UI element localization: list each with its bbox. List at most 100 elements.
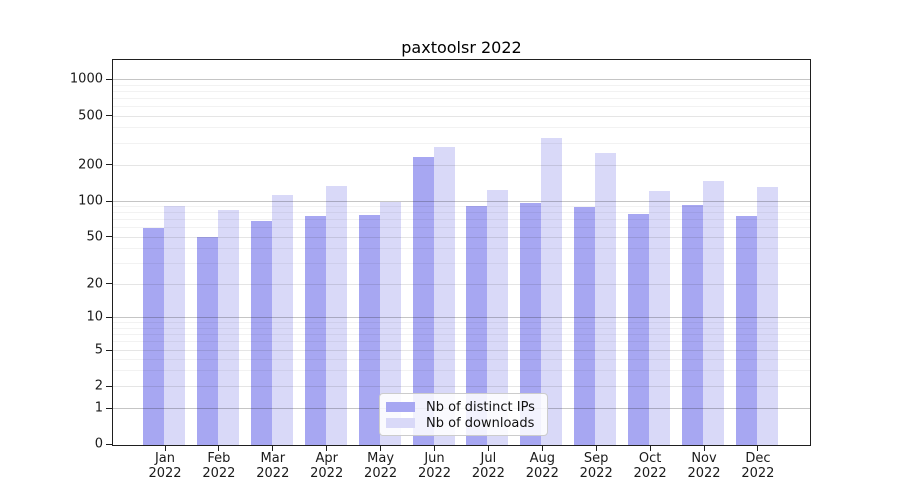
x-label-year: 2022: [579, 466, 613, 481]
plot-area: [112, 59, 811, 446]
y-tick-20: [106, 283, 113, 285]
gridline-20: [113, 283, 810, 285]
legend-label-downloads: Nb of downloads: [426, 415, 535, 431]
minor-gridline-30: [113, 262, 810, 264]
minor-gridline-900: [113, 84, 810, 86]
x-tick-mar: [272, 446, 274, 451]
bar-ips-jul: [466, 205, 488, 445]
bar-ips-apr: [304, 215, 326, 445]
x-label-month: Mar: [260, 451, 286, 466]
y-tick-1000: [106, 78, 113, 80]
minor-gridline-8: [113, 327, 810, 329]
minor-gridline-90: [113, 206, 810, 208]
x-tick-label-mar: Mar 2022: [241, 451, 305, 481]
x-label-month: Oct: [638, 451, 662, 466]
y-tick-2: [106, 385, 113, 387]
legend-swatch-downloads: [386, 418, 415, 428]
x-tick-jul: [487, 446, 489, 451]
y-tick-5: [106, 349, 113, 351]
x-tick-label-jun: Jun 2022: [403, 451, 467, 481]
x-tick-jun: [434, 446, 435, 451]
y-tick-label-1000: 1000: [69, 71, 103, 87]
x-label-year: 2022: [256, 466, 290, 481]
x-tick-label-may: May 2022: [349, 451, 413, 481]
x-tick-dec: [757, 446, 759, 451]
bar-ips-feb: [196, 237, 218, 445]
x-tick-feb: [218, 446, 220, 451]
gridlines-layer: [113, 60, 810, 445]
x-label-month: Sep: [583, 451, 609, 466]
x-tick-label-jan: Jan 2022: [133, 451, 197, 481]
bar-downloads-sep: [595, 152, 617, 445]
x-label-year: 2022: [471, 466, 505, 481]
x-tick-sep: [595, 446, 597, 451]
bar-ips-sep: [574, 206, 596, 445]
x-label-year: 2022: [364, 466, 398, 481]
x-tick-label-nov: Nov 2022: [672, 451, 736, 481]
x-tick-label-feb: Feb 2022: [187, 451, 251, 481]
gridline-100: [113, 201, 810, 202]
x-tick-label-dec: Dec 2022: [726, 451, 790, 481]
x-label-month: Feb: [207, 451, 231, 466]
gridline-500: [113, 115, 810, 117]
x-tick-nov: [703, 446, 705, 451]
bar-ips-dec: [735, 216, 757, 445]
bar-downloads-jan: [164, 206, 185, 445]
minor-gridline-70: [113, 219, 810, 221]
x-label-year: 2022: [687, 466, 721, 481]
bar-downloads-aug: [541, 138, 563, 445]
minor-gridline-700: [113, 97, 810, 99]
x-label-month: Aug: [529, 451, 555, 466]
bar-ips-mar: [250, 221, 272, 445]
bar-ips-jun: [412, 157, 434, 445]
chart-title: paxtoolsr 2022: [401, 38, 522, 57]
legend-swatch-distinct-ips: [386, 402, 415, 412]
y-tick-label-0: 0: [94, 436, 103, 452]
bar-downloads-nov: [703, 181, 724, 445]
bar-ips-oct: [628, 213, 650, 445]
minor-gridline-3: [113, 370, 810, 372]
y-tick-200: [106, 164, 113, 165]
x-label-month: Jun: [424, 451, 445, 466]
minor-gridline-400: [113, 127, 810, 129]
minor-gridline-80: [113, 212, 810, 214]
x-tick-may: [380, 446, 382, 451]
x-label-month: May: [367, 451, 395, 466]
y-tick-label-100: 100: [78, 193, 103, 209]
legend-item-downloads: Nb of downloads: [386, 415, 541, 431]
bar-ips-aug: [520, 202, 542, 445]
y-tick-label-2: 2: [94, 378, 103, 394]
y-tick-label-200: 200: [78, 157, 103, 172]
x-label-month: Jul: [480, 451, 497, 466]
x-tick-label-sep: Sep 2022: [564, 451, 628, 481]
minor-gridline-60: [113, 227, 810, 229]
bar-ips-may: [358, 214, 380, 445]
x-tick-apr: [326, 446, 328, 451]
y-tick-label-1: 1: [94, 400, 103, 416]
y-tick-label-20: 20: [86, 276, 103, 292]
x-label-year: 2022: [310, 466, 344, 481]
x-label-month: Apr: [315, 451, 338, 466]
x-label-year: 2022: [148, 466, 182, 481]
minor-gridline-800: [113, 90, 810, 92]
bar-ips-nov: [682, 205, 703, 445]
y-tick-500: [106, 115, 113, 116]
bars-layer: [113, 60, 810, 445]
legend-item-distinct-ips: Nb of distinct IPs: [386, 399, 541, 415]
minor-gridline-4: [113, 358, 810, 360]
y-tick-label-10: 10: [86, 309, 103, 325]
x-label-year: 2022: [525, 466, 559, 481]
x-label-month: Nov: [691, 451, 717, 466]
bar-downloads-jun: [433, 146, 455, 445]
bar-downloads-dec: [756, 186, 778, 445]
x-tick-label-aug: Aug 2022: [510, 451, 574, 481]
minor-gridline-600: [113, 105, 810, 107]
x-tick-oct: [649, 446, 651, 451]
gridline-1000: [113, 79, 810, 80]
gridline-5: [113, 350, 810, 351]
bar-downloads-apr: [325, 186, 347, 445]
x-tick-jan: [164, 446, 166, 451]
x-label-month: Jan: [154, 451, 176, 466]
gridline-2: [113, 386, 810, 387]
